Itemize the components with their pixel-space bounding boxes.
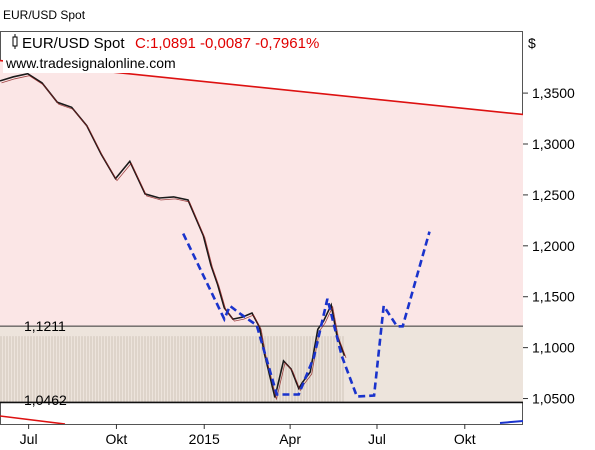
volume-hatch — [0, 336, 345, 403]
y-tick-label: 1,0500 — [532, 391, 575, 407]
symbol-label: EUR/USD Spot — [22, 35, 125, 52]
y-axis: 1,3500 1,3000 1,2500 1,2000 1,1500 1,1000 1,05… — [523, 85, 575, 407]
y-tick-label: 1,3000 — [532, 136, 575, 152]
y-tick-label: 1,1000 — [532, 340, 575, 356]
y-axis-unit: $ — [528, 35, 536, 51]
x-axis: Jul Okt 2015 Apr Jul Okt — [20, 424, 476, 447]
x-tick-label: Okt — [106, 431, 128, 447]
y-tick-label: 1,2000 — [532, 238, 575, 254]
quote-label: C:1,0891 -0,0087 -0,7961% — [135, 35, 319, 52]
bottom-red-segment — [0, 415, 66, 424]
level-label-1-0462: 1,0462 — [24, 392, 67, 408]
header-box — [3, 32, 342, 52]
x-tick-label: Jul — [368, 431, 386, 447]
level-label-1-1211: 1,1211 — [24, 318, 66, 334]
y-tick-label: 1,2500 — [532, 187, 575, 203]
x-tick-label: Apr — [279, 431, 301, 447]
x-tick-label: Okt — [454, 431, 476, 447]
price-series-shadow — [1, 75, 347, 400]
upper-zone-fill — [0, 60, 523, 327]
x-tick-label: 2015 — [189, 431, 220, 447]
y-tick-label: 1,3500 — [532, 85, 575, 101]
bottom-blue-segment — [499, 420, 523, 424]
website-box — [3, 53, 201, 73]
window-title: EUR/USD Spot — [3, 8, 86, 22]
y-tick-label: 1,1500 — [532, 289, 575, 305]
website-label: www.tradesignalonline.com — [5, 55, 176, 71]
x-tick-label: Jul — [20, 431, 38, 447]
projection-series-line — [182, 231, 431, 398]
